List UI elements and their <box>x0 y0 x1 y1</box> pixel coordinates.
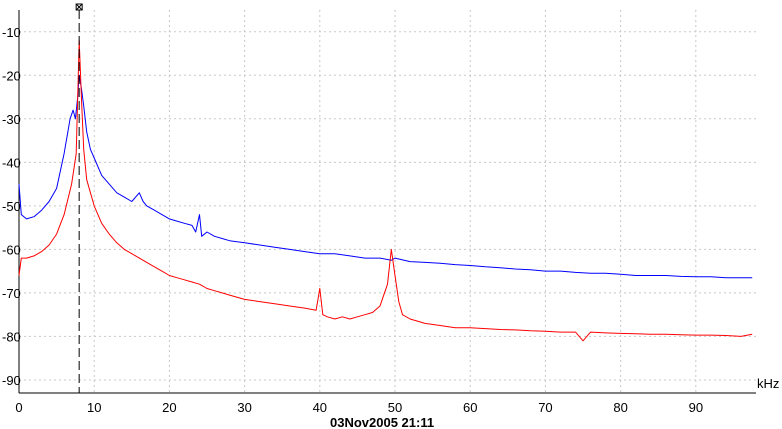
x-unit-label: kHz <box>757 376 779 391</box>
cursor-marker-cross <box>75 3 83 11</box>
x-tick-label: 40 <box>313 400 327 415</box>
y-tick-label: -40 <box>2 155 21 170</box>
x-tick-label: 80 <box>613 400 627 415</box>
x-tick-labels: 0 10 20 30 40 50 60 70 80 90 <box>15 400 703 415</box>
x-tick-label: 90 <box>689 400 703 415</box>
series-line-2 <box>18 40 753 342</box>
series-line-1 <box>18 74 753 279</box>
y-tick-label: -20 <box>2 68 21 83</box>
y-tick-label: -80 <box>2 329 21 344</box>
x-tick-label: 60 <box>463 400 477 415</box>
axes <box>18 10 756 394</box>
x-tick-label: 20 <box>162 400 176 415</box>
cursor-marker[interactable] <box>75 3 83 11</box>
y-tick-label: -60 <box>2 242 21 257</box>
series <box>18 40 753 342</box>
y-tick-label: -90 <box>2 373 21 388</box>
x-tick-label: 10 <box>87 400 101 415</box>
timestamp-label: 03Nov2005 21:11 <box>330 415 434 429</box>
y-tick-label: -50 <box>2 199 21 214</box>
y-tick-label: -70 <box>2 286 21 301</box>
y-tick-label: -10 <box>2 25 21 40</box>
cursor <box>75 3 83 393</box>
y-tick-label: -30 <box>2 112 21 127</box>
x-tick-label: 50 <box>388 400 402 415</box>
x-tick-label: 0 <box>15 400 22 415</box>
y-tick-labels: -10 -20 -30 -40 -50 -60 -70 -80 -90 <box>2 25 21 388</box>
x-tick-label: 30 <box>237 400 251 415</box>
x-tick-label: 70 <box>538 400 552 415</box>
grid <box>19 10 756 393</box>
